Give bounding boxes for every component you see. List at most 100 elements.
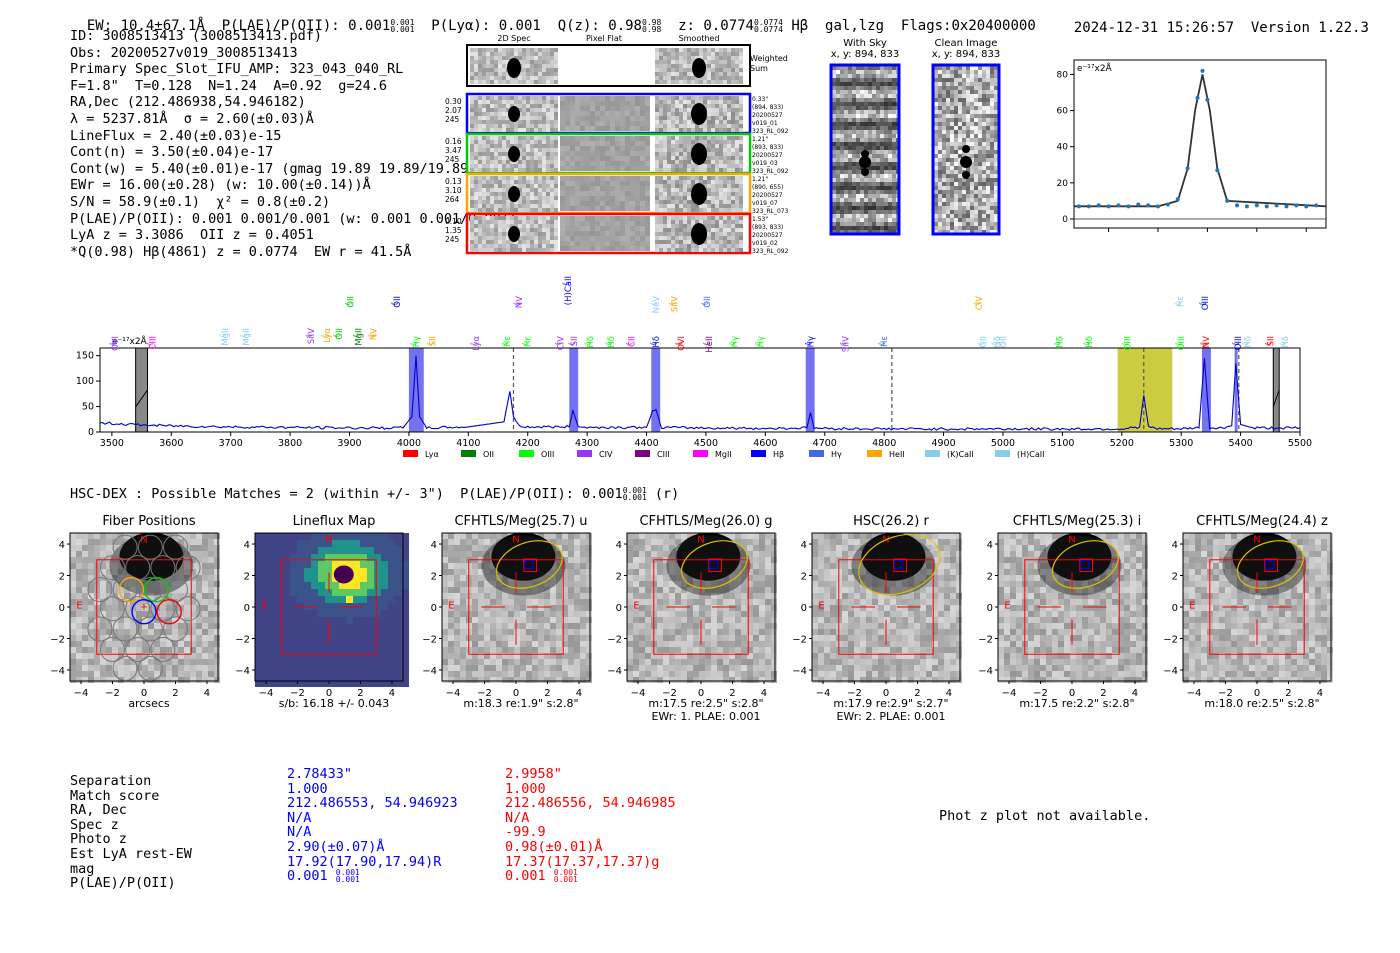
noise-pixel bbox=[486, 120, 490, 124]
noise-pixel bbox=[474, 224, 478, 228]
noise-pixel bbox=[550, 144, 554, 148]
noise-pixel bbox=[938, 218, 942, 222]
noise-pixel bbox=[884, 66, 888, 70]
noise-pixel bbox=[208, 587, 214, 593]
noise-pixel bbox=[848, 70, 852, 74]
noise-pixel bbox=[667, 128, 671, 132]
noise-pixel bbox=[136, 593, 142, 599]
noise-pixel bbox=[735, 64, 739, 68]
noise-pixel bbox=[208, 563, 214, 569]
noise-pixel bbox=[88, 563, 94, 569]
x-tick-label: 4700 bbox=[813, 438, 837, 449]
noise-pixel bbox=[560, 121, 565, 126]
noise-pixel bbox=[832, 146, 836, 150]
noise-pixel bbox=[490, 116, 494, 120]
noise-pixel bbox=[946, 90, 950, 94]
noise-pixel bbox=[534, 140, 538, 144]
noise-pixel bbox=[635, 176, 640, 181]
noise-pixel bbox=[872, 194, 876, 198]
noise-pixel bbox=[723, 224, 727, 228]
noise-pixel bbox=[534, 176, 538, 180]
noise-pixel bbox=[502, 188, 506, 192]
noise-pixel bbox=[892, 214, 896, 218]
noise-pixel bbox=[640, 186, 645, 191]
noise-pixel bbox=[530, 68, 534, 72]
noise-pixel bbox=[731, 208, 735, 212]
noise-pixel bbox=[482, 200, 486, 204]
noise-pixel bbox=[868, 178, 872, 182]
noise-pixel bbox=[715, 80, 719, 84]
selected-fiber bbox=[118, 576, 145, 603]
noise-pixel bbox=[888, 186, 892, 190]
noise-pixel bbox=[663, 188, 667, 192]
selected-fiber bbox=[156, 599, 182, 625]
noise-pixel bbox=[715, 240, 719, 244]
noise-pixel bbox=[148, 611, 154, 617]
noise-pixel bbox=[966, 102, 970, 106]
noise-pixel bbox=[703, 248, 707, 252]
noise-pixel bbox=[703, 52, 707, 56]
noise-pixel bbox=[530, 220, 534, 224]
noise-pixel bbox=[739, 128, 743, 132]
noise-pixel bbox=[530, 244, 534, 248]
noise-pixel bbox=[864, 86, 868, 90]
noise-pixel bbox=[994, 70, 998, 74]
noise-pixel bbox=[514, 180, 518, 184]
noise-pixel bbox=[832, 166, 836, 170]
noise-pixel bbox=[534, 216, 538, 220]
noise-pixel bbox=[550, 128, 554, 132]
noise-pixel bbox=[554, 236, 558, 240]
noise-pixel bbox=[884, 202, 888, 206]
noise-pixel bbox=[202, 629, 208, 635]
noise-pixel bbox=[518, 144, 522, 148]
noise-pixel bbox=[655, 248, 659, 252]
noise-pixel bbox=[506, 144, 510, 148]
noise-pixel bbox=[735, 112, 739, 116]
noise-pixel bbox=[848, 206, 852, 210]
noise-pixel bbox=[518, 60, 522, 64]
noise-pixel bbox=[172, 533, 178, 539]
noise-pixel bbox=[196, 659, 202, 665]
noise-pixel bbox=[731, 104, 735, 108]
noise-pixel bbox=[208, 611, 214, 617]
noise-pixel bbox=[950, 70, 954, 74]
noise-pixel bbox=[474, 68, 478, 72]
noise-pixel bbox=[518, 140, 522, 144]
noise-pixel bbox=[954, 214, 958, 218]
fit-data-point bbox=[1205, 97, 1210, 102]
panel-title: Lineflux Map bbox=[292, 514, 376, 529]
flux-pixel bbox=[332, 547, 339, 554]
noise-pixel bbox=[986, 122, 990, 126]
noise-pixel bbox=[498, 196, 502, 200]
noise-pixel bbox=[542, 240, 546, 244]
noise-pixel bbox=[683, 72, 687, 76]
noise-pixel bbox=[522, 160, 526, 164]
noise-pixel bbox=[663, 64, 667, 68]
noise-pixel bbox=[530, 200, 534, 204]
noise-pixel bbox=[695, 244, 699, 248]
noise-pixel bbox=[550, 248, 554, 252]
noise-pixel bbox=[832, 138, 836, 142]
noise-pixel bbox=[580, 236, 585, 241]
noise-pixel bbox=[856, 138, 860, 142]
noise-pixel bbox=[88, 629, 94, 635]
emission-line-label: SII bbox=[429, 336, 439, 346]
noise-pixel bbox=[82, 539, 88, 545]
noise-pixel bbox=[946, 118, 950, 122]
noise-pixel bbox=[142, 611, 148, 617]
noise-pixel bbox=[868, 130, 872, 134]
noise-pixel bbox=[645, 206, 650, 211]
noise-pixel bbox=[958, 126, 962, 130]
noise-pixel bbox=[990, 106, 994, 110]
noise-pixel bbox=[719, 196, 723, 200]
noise-pixel bbox=[526, 116, 530, 120]
noise-pixel bbox=[852, 198, 856, 202]
noise-pixel bbox=[510, 220, 514, 224]
noise-pixel bbox=[530, 208, 534, 212]
noise-pixel bbox=[600, 166, 605, 171]
noise-pixel bbox=[124, 647, 130, 653]
noise-pixel bbox=[600, 231, 605, 236]
noise-pixel bbox=[482, 64, 486, 68]
noise-pixel bbox=[76, 551, 82, 557]
noise-pixel bbox=[954, 230, 958, 234]
